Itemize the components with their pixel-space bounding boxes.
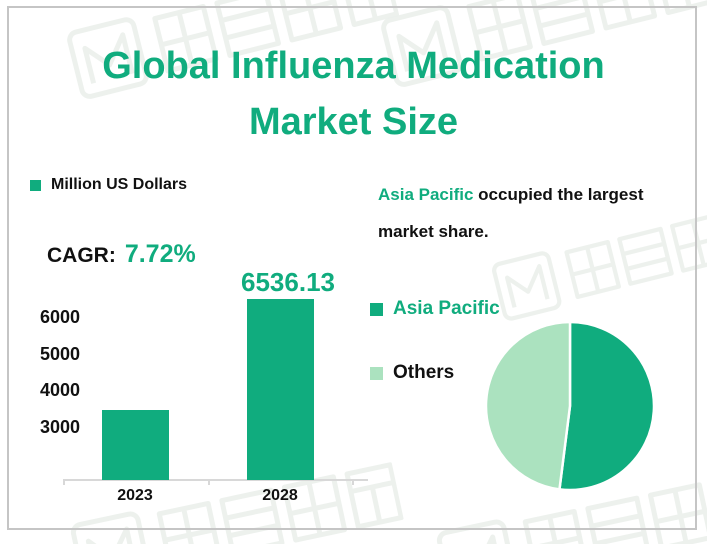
page-title-line2: Market Size — [248, 101, 459, 143]
bar — [246, 298, 314, 480]
x-axis-line — [63, 479, 368, 481]
x-axis-tick — [352, 479, 354, 485]
others-legend-label: Others — [393, 362, 455, 383]
pie-slice-others — [484, 320, 572, 491]
cagr-label: CAGR: — [47, 244, 116, 267]
watermark-logo-icon — [70, 462, 404, 544]
bar-value-label: 6536.13 — [241, 266, 335, 297]
y-tick-label: 3000 — [39, 417, 80, 438]
pie-annotation-rest: occupied the largest market share. — [378, 185, 644, 241]
unit-legend: Million US Dollars — [30, 176, 187, 194]
y-tick-label: 4000 — [39, 380, 80, 401]
x-tick-label: 2028 — [262, 487, 298, 504]
others-swatch-icon — [370, 366, 383, 380]
watermark — [62, 0, 405, 116]
cagr-value: 7.72% — [124, 240, 196, 268]
pie-legend-item-asia-pacific: Asia Pacific — [370, 298, 500, 320]
asia-pacific-legend-label: Asia Pacific — [393, 298, 500, 319]
watermark — [66, 449, 408, 544]
pie-annotation: Asia Pacific occupied the largest market… — [378, 176, 678, 250]
pie-slice-asia-pacific — [558, 320, 656, 492]
x-axis-tick — [207, 479, 210, 485]
cagr: CAGR: 7.72% — [47, 240, 196, 269]
page-title: Global Influenza Medication Market Size — [0, 38, 707, 150]
watermark-logo-icon — [492, 213, 707, 321]
unit-legend-swatch-icon — [30, 179, 41, 191]
x-tick-label: 2023 — [117, 487, 153, 504]
y-tick-label: 5000 — [39, 343, 80, 364]
y-tick-label: 6000 — [39, 307, 80, 328]
unit-legend-label: Million US Dollars — [51, 176, 188, 193]
pie-chart — [484, 320, 656, 492]
watermark — [487, 190, 707, 335]
pie-annotation-highlight: Asia Pacific — [378, 185, 474, 204]
pie-legend-item-others: Others — [370, 362, 454, 384]
watermark-logo-icon — [67, 0, 400, 99]
asia-pacific-swatch-icon — [370, 302, 383, 316]
x-axis-tick — [63, 479, 65, 485]
page-title-line1: Global Influenza Medication — [102, 45, 605, 87]
bar — [101, 409, 169, 480]
